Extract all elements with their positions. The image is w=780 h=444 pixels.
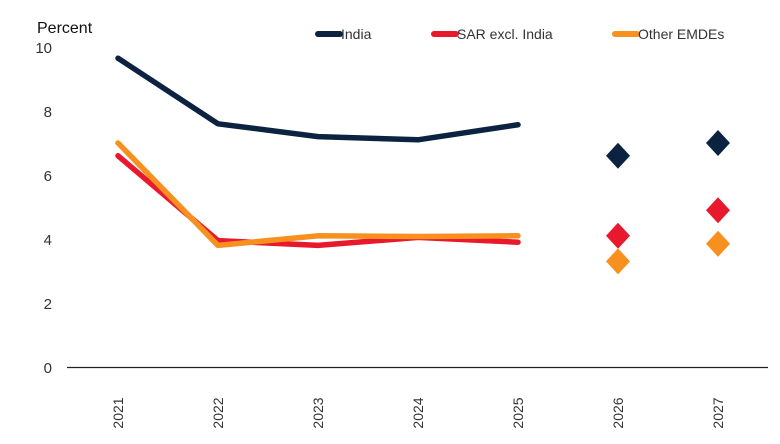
forecast-marker [706,230,730,257]
x-tick-label: 2023 [310,397,326,428]
x-tick-label: 2024 [410,397,426,428]
y-tick-label: 0 [44,360,52,377]
x-tick-label: 2022 [210,397,226,428]
y-tick-label: 4 [44,232,52,249]
x-tick-label: 2027 [710,397,726,428]
forecast-marker [606,248,630,275]
forecast-marker [606,222,630,249]
x-tick-label: 2026 [610,397,626,428]
y-axis-label: Percent [37,20,93,37]
forecast-marker [706,197,730,224]
y-tick-label: 2 [44,296,52,313]
x-tick-label: 2025 [510,397,526,428]
series-line-other-emdes [115,140,521,249]
legend-label: Other EMDEs [638,26,724,42]
series-line-india [115,55,521,143]
forecast-marker [706,130,730,156]
x-tick-label: 2021 [110,397,126,428]
forecast-marker [606,142,630,169]
y-tick-label: 10 [35,40,52,57]
y-tick-label: 8 [44,104,52,121]
y-tick-label: 6 [44,168,52,185]
legend-label: SAR excl. India [457,26,553,42]
legend-label: India [341,26,372,42]
